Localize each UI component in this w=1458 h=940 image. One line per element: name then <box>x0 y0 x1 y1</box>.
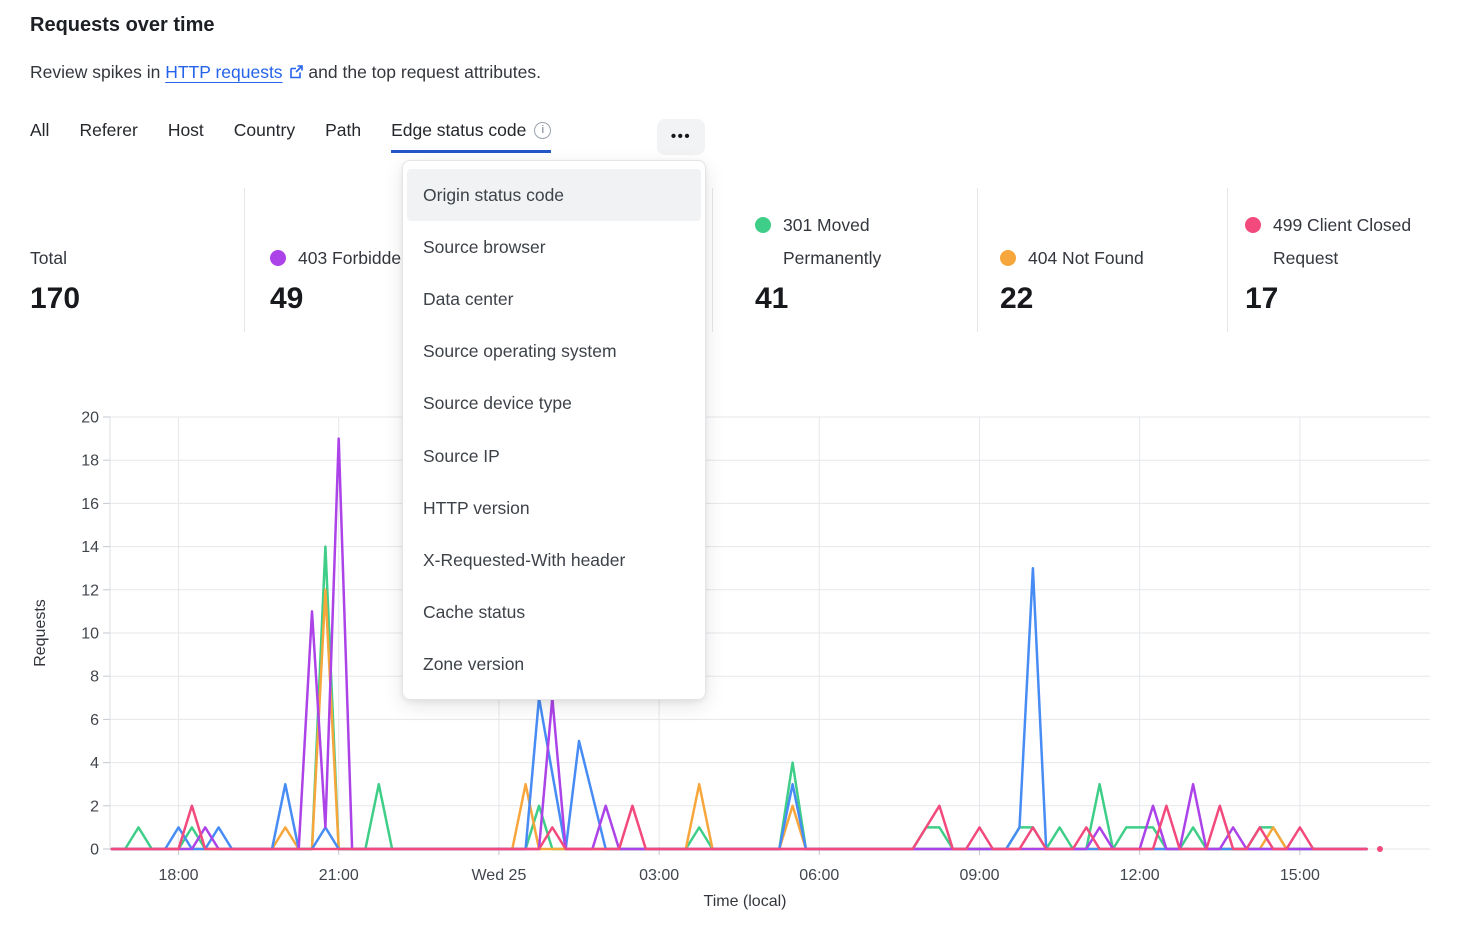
x-tick-label: 18:00 <box>159 867 199 884</box>
stat-value: 49 <box>270 282 304 315</box>
stat-value: 170 <box>30 282 81 315</box>
stat-label: 403 Forbidden <box>270 242 690 275</box>
subtitle-prefix: Review spikes in <box>30 62 166 82</box>
requests-line-chart: 0 2 4 6 8 10 12 14 16 18 20 18:00 21:00 Wed 25 03:00 06… <box>32 410 1430 910</box>
stat-label: 404 Not Found <box>1000 242 1210 275</box>
external-link-icon <box>288 64 304 85</box>
menu-item-http-version[interactable]: HTTP version <box>423 497 530 518</box>
attribute-tabs: All Referer Host Country Path Edge status cod… <box>30 120 552 153</box>
y-tick-label: 4 <box>90 755 99 772</box>
stat-total: Total 170 <box>30 190 230 316</box>
menu-item-source-device-type[interactable]: Source device type <box>423 393 572 414</box>
x-tick-label: 12:00 <box>1120 867 1160 884</box>
tab-label: Edge status code <box>391 120 527 140</box>
menu-item-data-center[interactable]: Data center <box>423 288 514 309</box>
subtitle: Review spikes in HTTP requests and the t… <box>30 62 541 85</box>
tab-edge-status-code[interactable]: Edge status code i <box>391 120 552 153</box>
series-line-499-client-closed-request <box>110 804 1368 851</box>
tab-label: All <box>30 120 50 140</box>
series-color-dot <box>1000 250 1016 266</box>
y-tick-label: 10 <box>81 626 99 643</box>
x-tick-label: 09:00 <box>959 867 999 884</box>
y-tick-label: 6 <box>90 712 99 729</box>
stat-divider <box>244 188 245 332</box>
stat-value: 41 <box>755 282 789 315</box>
page-title: Requests over time <box>30 14 215 36</box>
tab-referer[interactable]: Referer <box>79 120 137 153</box>
stat-label: 499 Client Closed Request <box>1245 209 1445 275</box>
y-tick-label: 0 <box>90 842 99 859</box>
tab-label: Country <box>233 120 296 140</box>
stat-divider <box>712 188 713 332</box>
series-color-dot <box>270 250 286 266</box>
x-tick-label: Wed 25 <box>471 867 526 884</box>
y-tick-label: 8 <box>90 669 99 686</box>
menu-item-cache-status[interactable]: Cache status <box>423 602 526 623</box>
y-axis-title: Requests <box>32 599 49 667</box>
x-tick-label: 15:00 <box>1280 867 1320 884</box>
subtitle-suffix: and the top request attributes. <box>303 62 541 82</box>
menu-item-x-requested-with-header[interactable]: X-Requested-With header <box>423 549 626 570</box>
tab-label: Host <box>167 120 204 140</box>
x-axis-title: Time (local) <box>704 893 787 910</box>
tab-path[interactable]: Path <box>325 120 361 153</box>
menu-item-source-ip[interactable]: Source IP <box>423 445 500 466</box>
x-tick-label: 21:00 <box>319 867 359 884</box>
attribute-dropdown-menu: Origin status code Source browser Data cen… <box>402 160 706 700</box>
series-color-dot <box>1245 217 1261 233</box>
stat-label: Total <box>30 248 67 268</box>
y-tick-label: 20 <box>81 410 99 427</box>
stat-value: 22 <box>1000 282 1034 315</box>
stat-divider <box>977 188 978 332</box>
http-requests-link[interactable]: HTTP requests <box>165 62 283 82</box>
more-tabs-button[interactable]: ••• <box>657 119 705 155</box>
y-tick-label: 18 <box>81 453 99 470</box>
tab-host[interactable]: Host <box>168 120 204 153</box>
stat-499-client-closed-request: 499 Client Closed Request 17 <box>1245 190 1445 316</box>
y-tick-label: 14 <box>81 539 99 556</box>
info-icon[interactable]: i <box>534 122 552 139</box>
menu-item-origin-status-code[interactable]: Origin status code <box>407 169 701 222</box>
stat-value: 17 <box>1245 282 1279 315</box>
ellipsis-icon: ••• <box>670 128 692 145</box>
x-tick-label: 06:00 <box>799 867 839 884</box>
series-color-dot <box>755 217 771 233</box>
series-end-dot <box>1376 846 1383 852</box>
y-tick-label: 12 <box>81 582 99 599</box>
menu-item-source-operating-system[interactable]: Source operating system <box>423 341 617 362</box>
stat-301-moved-permanently: 301 Moved Permanently 41 <box>755 190 960 316</box>
tab-country[interactable]: Country <box>234 120 295 153</box>
x-tick-label: 03:00 <box>639 867 679 884</box>
tab-label: Referer <box>79 120 138 140</box>
stat-403-forbidden: 403 Forbidden 49 <box>270 190 690 316</box>
menu-item-source-browser[interactable]: Source browser <box>423 236 546 257</box>
stat-label: 301 Moved Permanently <box>755 209 960 275</box>
series-line-403-forbidden <box>110 437 1368 851</box>
y-tick-label: 2 <box>90 798 99 815</box>
tab-label: Path <box>325 120 362 140</box>
tab-all[interactable]: All <box>30 120 49 153</box>
stat-404-not-found: 404 Not Found 22 <box>1000 190 1210 316</box>
menu-item-zone-version[interactable]: Zone version <box>423 654 525 675</box>
y-tick-label: 16 <box>81 496 99 513</box>
stat-divider <box>1227 188 1228 332</box>
